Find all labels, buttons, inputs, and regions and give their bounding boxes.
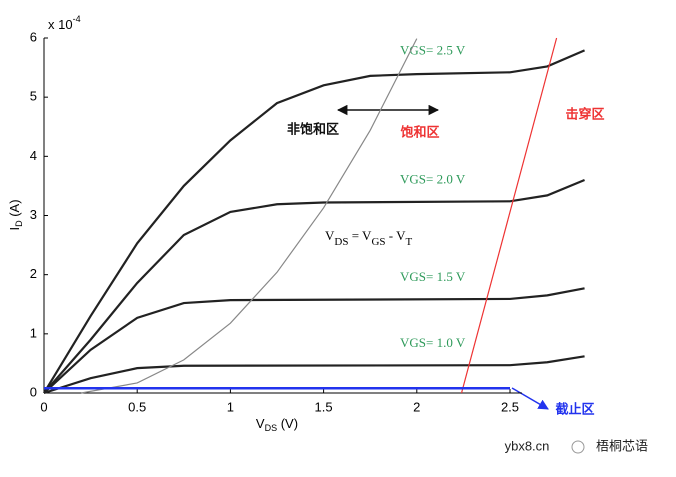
y-tick-label: 3 <box>30 207 37 222</box>
y-tick-label: 2 <box>30 266 37 281</box>
equation-text: V <box>325 228 335 243</box>
y-tick-label: 4 <box>30 148 37 163</box>
watermark-icon <box>571 440 585 454</box>
watermark-name: 梧桐芯语 <box>596 438 648 453</box>
series-label: VGS= 2.0 V <box>400 171 466 186</box>
y-label: ID (A) <box>7 199 24 230</box>
x-label: VDS (V) <box>256 416 298 433</box>
x-tick-label: 0 <box>40 399 47 414</box>
y-scale: x 10-4 <box>48 14 81 32</box>
x-tick-label: 2 <box>413 399 420 414</box>
series-label: VGS= 2.5 V <box>400 42 466 57</box>
equation: VDS = VGS - VT <box>325 228 413 248</box>
equation-sub: DS <box>334 236 348 248</box>
watermark-site: ybx8.cn <box>505 438 550 453</box>
breakdown-label: 击穿区 <box>565 106 604 121</box>
y-tick-label: 5 <box>30 89 37 104</box>
cutoff-label: 截止区 <box>555 401 594 416</box>
series-line <box>43 49 585 394</box>
saturation-label: 饱和区 <box>399 124 439 139</box>
series-line <box>81 38 418 394</box>
series-line <box>43 178 585 394</box>
equation-sub: T <box>406 236 413 248</box>
series-line <box>460 37 558 394</box>
equation-text: = V <box>348 228 372 243</box>
y-tick-label: 6 <box>30 29 37 44</box>
equation-text: - V <box>386 228 407 243</box>
series-line <box>43 355 585 395</box>
x-tick-label: 2.5 <box>501 399 519 414</box>
y-tick-label: 1 <box>30 325 37 340</box>
cutoff-arrow <box>511 387 549 410</box>
series-line <box>43 287 585 394</box>
series-label: VGS= 1.0 V <box>400 335 466 350</box>
y-tick-label: 0 <box>30 384 37 399</box>
linear-region-label: 非饱和区 <box>287 121 339 136</box>
equation-sub: GS <box>371 236 385 248</box>
x-tick-label: 1.5 <box>315 399 333 414</box>
x-tick-label: 1 <box>227 399 234 414</box>
x-tick-label: 0.5 <box>128 399 146 414</box>
series-label: VGS= 1.5 V <box>400 269 466 284</box>
